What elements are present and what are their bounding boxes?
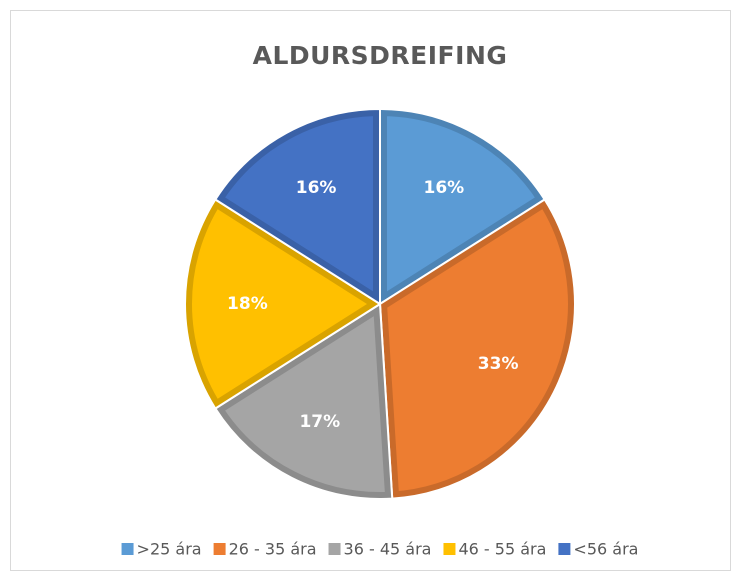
slice-separator — [379, 198, 576, 500]
legend-label: 26 - 35 ára — [229, 540, 317, 559]
legend-label: <56 ára — [573, 540, 638, 559]
data-label: 18% — [227, 294, 268, 314]
data-label: 33% — [478, 354, 519, 374]
slice-separator — [184, 198, 381, 410]
legend-swatch — [443, 543, 456, 555]
data-label: 17% — [299, 412, 340, 432]
legend-swatch — [121, 543, 134, 555]
data-label: 16% — [424, 178, 465, 198]
slice-separator — [214, 108, 381, 305]
legend-swatch — [558, 543, 571, 555]
legend-label: >25 ára — [137, 540, 202, 559]
slice-separator — [214, 303, 394, 500]
legend: >25 ára 26 - 35 ára 36 - 45 ára 46 - 55 ára… — [121, 540, 638, 559]
slice-separator — [379, 108, 546, 305]
data-label: 16% — [296, 178, 337, 198]
chart-title: ALDURSDREIFING — [253, 41, 508, 70]
legend-label: 36 - 45 ára — [344, 540, 432, 559]
legend-swatch — [213, 543, 226, 555]
legend-label: 46 - 55 ára — [458, 540, 546, 559]
legend-swatch — [328, 543, 341, 555]
